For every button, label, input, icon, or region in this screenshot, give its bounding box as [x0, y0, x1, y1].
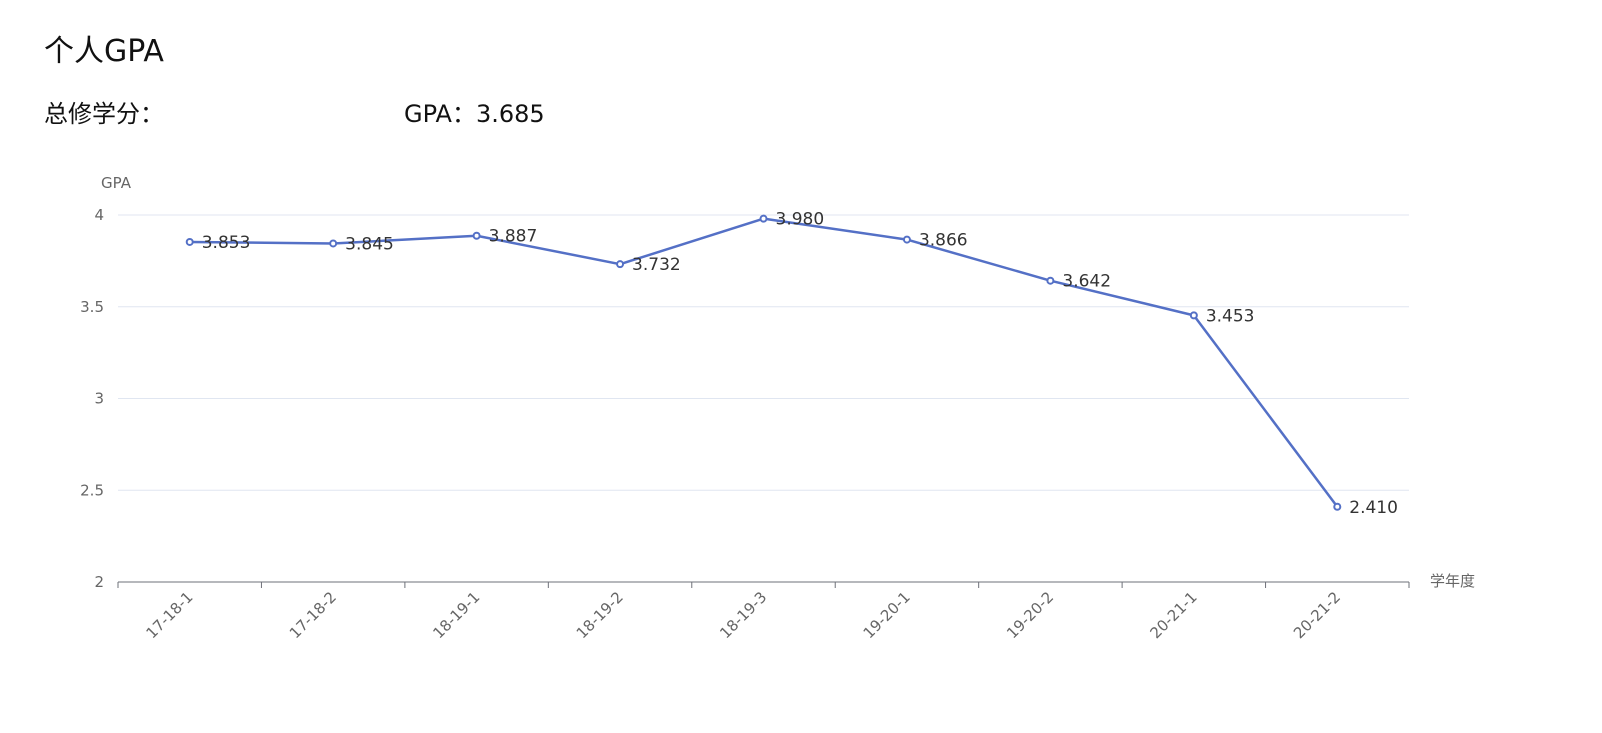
x-tick-label: 17-18-1 [142, 588, 196, 642]
grid-lines [118, 214, 1409, 491]
gpa-value: 3.685 [475, 100, 545, 128]
gpa-summary: 总修学分： GPA：3.685 [44, 94, 944, 134]
data-label: 3.732 [632, 255, 681, 275]
total-credits-label: 总修学分： [44, 100, 164, 128]
data-points [185, 214, 1342, 511]
x-tick-label: 18-19-3 [716, 588, 770, 642]
page-title: 个人GPA [44, 34, 164, 69]
y-tick-label: 4 [94, 206, 104, 224]
series-line-group [188, 217, 1339, 509]
series-line [188, 217, 1339, 509]
gpa-label: GPA： [404, 100, 476, 128]
data-label: 3.853 [202, 233, 251, 253]
data-point [1189, 311, 1198, 320]
data-label: 3.866 [919, 231, 968, 251]
y-tick-label: 3 [94, 390, 104, 408]
data-label: 3.642 [1062, 272, 1111, 292]
data-label: 3.980 [776, 210, 825, 230]
data-label: 3.453 [1206, 306, 1255, 326]
data-point [329, 239, 338, 248]
x-tick-label: 17-18-2 [286, 588, 340, 642]
y-axis-title: GPA [101, 174, 132, 192]
x-tick-label: 20-21-1 [1147, 588, 1201, 642]
y-tick-label: 2.5 [80, 481, 104, 499]
x-tick-label: 20-21-2 [1290, 588, 1344, 642]
x-axis-title: 学年度 [1430, 572, 1475, 590]
data-point [902, 235, 911, 244]
data-point [472, 231, 481, 240]
data-label: 3.887 [489, 227, 538, 247]
gpa-overall: GPA：3.685 [404, 94, 545, 134]
x-tick-label: 18-19-1 [429, 588, 483, 642]
x-tick-label: 19-20-2 [1003, 588, 1057, 642]
x-tick-label: 18-19-2 [573, 588, 627, 642]
data-label: 3.845 [345, 234, 394, 254]
x-tick-label: 19-20-1 [860, 588, 914, 642]
data-point [616, 260, 625, 269]
total-credits: 总修学分： [44, 94, 164, 134]
data-point [759, 214, 768, 223]
y-tick-label: 2 [94, 573, 104, 591]
data-point [1046, 276, 1055, 285]
data-point [185, 237, 194, 246]
y-tick-label: 3.5 [80, 298, 104, 316]
data-labels: 3.853 3.845 3.887 3.732 3.980 3.866 3.642 3.453… [202, 210, 1398, 518]
data-label: 2.410 [1349, 498, 1398, 518]
data-point [1333, 502, 1342, 511]
